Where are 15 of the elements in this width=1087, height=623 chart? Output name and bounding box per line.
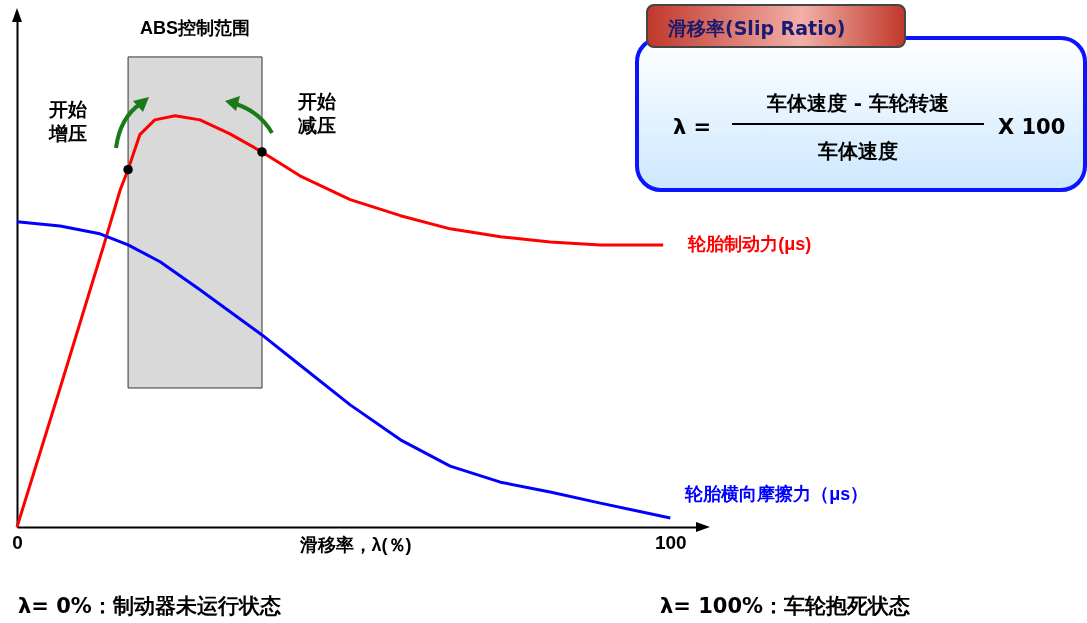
text: 车体速度 - 车轮转速 <box>732 90 984 125</box>
text: λ= 100%：车轮抱死状态 <box>660 593 911 620</box>
band-label: ABS控制范围 <box>140 17 251 38</box>
x-axis-title: 滑移率，λ(％) <box>298 534 412 555</box>
text: λ= 0%：制动器未运行状态 <box>18 593 281 620</box>
text: 滑移率(Slip Ratio) <box>646 4 906 48</box>
series-label: 轮胎制动力(μs) <box>687 233 812 254</box>
annotation: 开始减压 <box>297 90 337 136</box>
text: X 100 <box>998 115 1066 139</box>
annotation: 开始增压 <box>48 98 89 144</box>
x-tick-label: 100 <box>654 531 687 553</box>
annotation: λ = <box>673 115 712 139</box>
series-label: 轮胎横向摩擦力（μs） <box>684 483 869 504</box>
text: 车体速度 <box>817 138 899 165</box>
x-tick-label: 0 <box>12 531 23 553</box>
